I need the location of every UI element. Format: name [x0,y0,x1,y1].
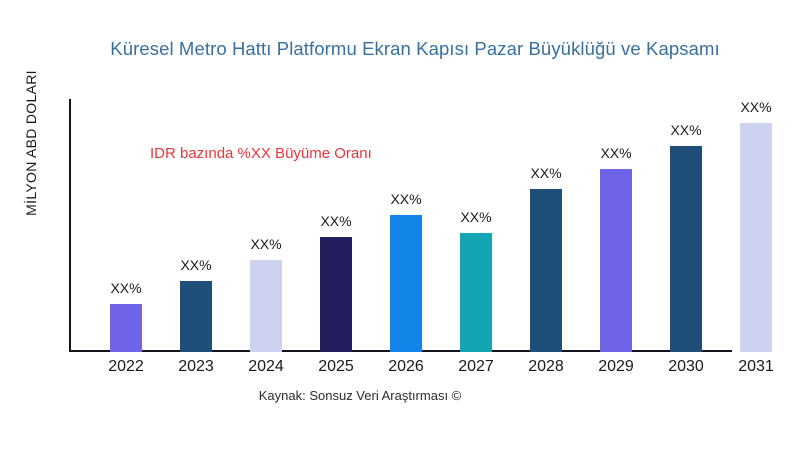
bar-2025 [320,237,352,352]
bar-value-label: XX% [460,209,492,225]
x-tick-label: 2031 [738,358,774,375]
chart-title: Küresel Metro Hattı Platformu Ekran Kapı… [110,38,720,59]
x-tick-label: 2029 [598,358,634,375]
bar-value-label: XX% [390,191,422,207]
bar-value-label: XX% [250,236,282,252]
y-axis-title: MİLYON ABD DOLARI [23,70,39,216]
x-tick-label: 2026 [388,358,424,375]
bar-value-label: XX% [600,145,632,161]
x-tick-label: 2028 [528,358,564,375]
bar-value-label: XX% [180,257,212,273]
bar-2023 [180,281,212,352]
y-axis-line [69,99,71,352]
bar-value-label: XX% [740,99,772,115]
bar-2031 [740,123,772,352]
growth-rate-annotation: IDR bazında %XX Büyüme Oranı [150,145,372,162]
bar-value-label: XX% [320,213,352,229]
bar-value-label: XX% [530,165,562,181]
bar-2028 [530,189,562,352]
x-tick-label: 2024 [248,358,284,375]
bar-2026 [390,215,422,352]
x-tick-label: 2030 [668,358,704,375]
x-tick-label: 2025 [318,358,354,375]
x-tick-label: 2027 [458,358,494,375]
source-caption: Kaynak: Sonsuz Veri Araştırması © [258,388,462,403]
bar-2030 [670,146,702,352]
bar-value-label: XX% [670,122,702,138]
x-tick-label: 2022 [108,358,144,375]
bar-2027 [460,233,492,352]
x-tick-label: 2023 [178,358,214,375]
bar-2024 [250,260,282,352]
bar-value-label: XX% [110,280,142,296]
bar-2029 [600,169,632,352]
bar-2022 [110,304,142,352]
